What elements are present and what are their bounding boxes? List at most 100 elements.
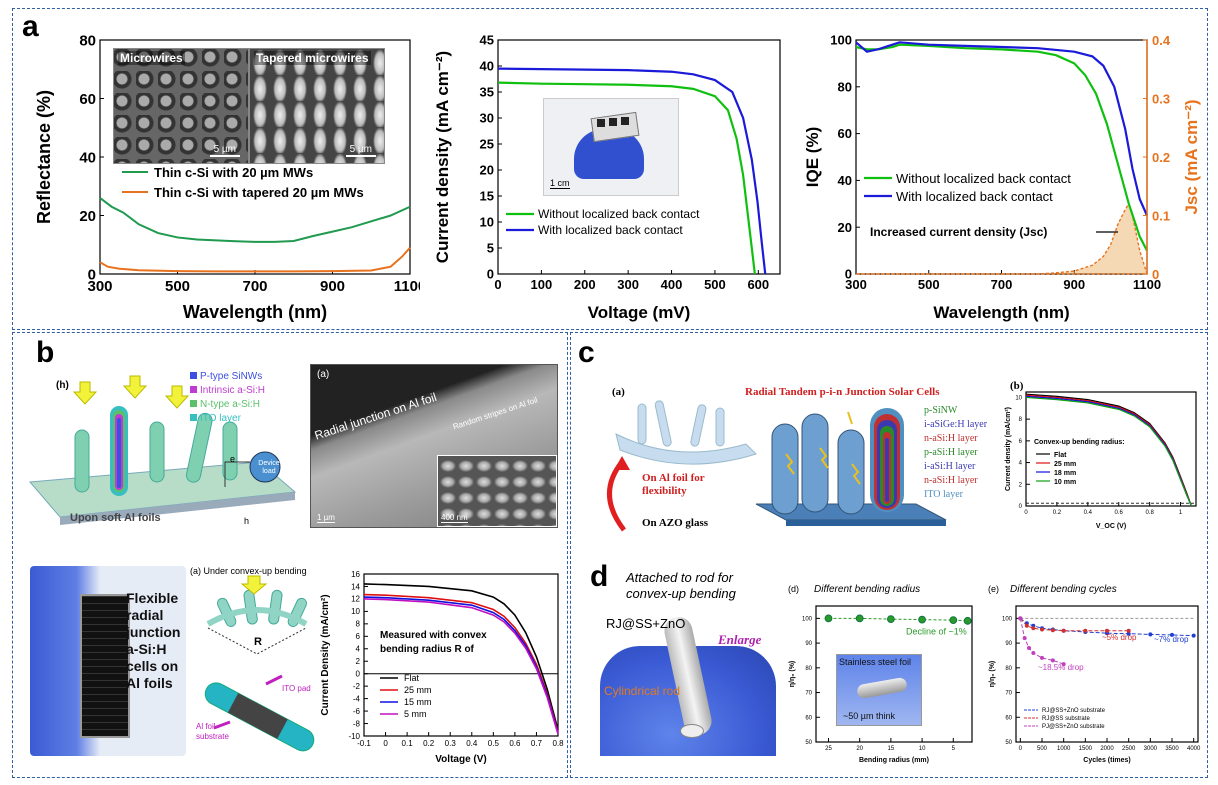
tandem-layer-item: i-aSi:H layer <box>924 461 976 472</box>
x-tick-label: 0.8 <box>1145 510 1154 516</box>
x-tick-label: -0.1 <box>357 739 371 748</box>
panel-b-frame <box>12 332 568 778</box>
x-tick-label: 0 <box>383 739 388 748</box>
data-point <box>963 616 972 625</box>
series-line-1 <box>497 67 767 275</box>
y-tick-label: 25 <box>480 137 494 152</box>
legend-label: 18 mm <box>1054 470 1076 477</box>
data-point <box>1061 662 1066 667</box>
x-axis-label: V_OC (V) <box>1096 523 1126 530</box>
x-tick-label: 700 <box>991 277 1013 292</box>
legend-label: RJ@SS substrate <box>1042 716 1090 722</box>
legend-label: PJ@SS+ZnO substrate <box>1042 724 1105 730</box>
flexible-cell-photo-b: Flexible radial junction a-Si:H cells on Al f… <box>30 566 186 756</box>
x-tick-label: 0.5 <box>488 739 500 748</box>
data-point <box>1050 658 1055 663</box>
data-point <box>1148 632 1153 637</box>
legend-b-item: N-type a-Si:H <box>190 398 265 412</box>
x-tick-label: 900 <box>320 278 345 295</box>
series-line-1 <box>363 593 559 732</box>
x-tick-label: 500 <box>704 277 726 292</box>
y-tick-label: 100 <box>802 616 813 622</box>
drop-annotation: ~5% drop <box>1102 633 1137 642</box>
y-tick-label: 60 <box>79 91 96 108</box>
x-tick-label: 700 <box>242 278 267 295</box>
x-axis-label: Bending radius (mm) <box>859 757 929 764</box>
y-tick-label: 40 <box>79 149 96 166</box>
y-tick-label: -10 <box>348 732 360 741</box>
y-tick-label: 10 <box>480 215 494 230</box>
bending-schematic-b <box>204 575 315 752</box>
legend-label: Thin c-Si with tapered 20 µm MWs <box>154 185 364 200</box>
rj-label: RJ@SS+ZnO <box>606 616 686 631</box>
chart-bending-radius: 25 20 15 10 5 50 60 70 80 90 100 Bending radius (mm… <box>788 584 973 764</box>
sem-inset-left-label: Microwires <box>118 51 185 65</box>
legend-label: 15 mm <box>404 697 432 707</box>
y-tick-label: 2 <box>356 657 361 666</box>
rod-photo <box>600 606 776 756</box>
data-point <box>1024 623 1029 628</box>
x-tick-label: 1100 <box>1133 277 1161 292</box>
y-tick-label: 0 <box>88 266 96 283</box>
y2-axis-label: Jsc (mA cm⁻²) <box>1182 99 1201 214</box>
y-tick-label: 60 <box>1005 715 1012 721</box>
flexible-cell-photo: 1 cm <box>543 98 679 196</box>
panel-c-label-a: (a) <box>612 386 625 398</box>
series-area-jsc <box>856 202 1148 275</box>
y-tick-label: 4 <box>356 645 361 654</box>
al-sub-line-1: substrate <box>196 732 229 741</box>
data-point <box>949 616 958 624</box>
tandem-layer-item: p-SiNW <box>924 405 958 416</box>
y-tick-label: 60 <box>838 126 852 141</box>
series-line-2 <box>363 596 559 734</box>
data-point <box>1061 628 1066 633</box>
tandem-layer-item: n-aSi:H layer <box>924 475 978 486</box>
annotation-line: Measured with convex <box>380 630 487 641</box>
sem-inset-right-label: Tapered microwires <box>254 51 371 65</box>
x-tick-label: 0.6 <box>1115 510 1124 516</box>
y-tick-label: 100 <box>1002 616 1013 622</box>
legend-label: 5 mm <box>404 709 427 719</box>
panel-label: (e) <box>988 584 999 594</box>
y-tick-label: 4 <box>1019 461 1023 467</box>
x-tick-label: 600 <box>747 277 769 292</box>
legend-label: Without localized back contact <box>538 207 700 221</box>
photo-text-line-4: cells on <box>126 658 179 674</box>
y-tick-label: 12 <box>351 595 360 604</box>
y-axis-label: Current density (mA/cm²) <box>1005 407 1012 491</box>
photo-text-line-3: a-Si:H <box>126 641 167 657</box>
y-tick-label: 90 <box>805 641 812 647</box>
series-line-1 <box>1019 618 1129 632</box>
chart-jv-a: 0 100 200 300 400 500 600 0 5 10 15 20 25 30 35 40 45 Vol… <box>433 33 781 322</box>
inset-text-2: ~50 µm think <box>843 711 895 721</box>
sem-inset-microwires: Microwires 5 µm <box>113 48 249 164</box>
y-tick-label: 80 <box>805 666 812 672</box>
x-axis-label: Cycles (times) <box>1083 757 1130 764</box>
x-tick-label: 0.3 <box>445 739 457 748</box>
x-tick-label: 0.8 <box>552 739 564 748</box>
sem-b-scale2: 400 nm <box>441 513 468 523</box>
device-load-label: Device load <box>258 460 280 475</box>
tandem-layers-legend: p-SiNW i-aSiGe:H layer n-aSi:H layer p-aSi:… <box>924 404 987 502</box>
x-tick-label: 300 <box>845 277 867 292</box>
panel-a-frame <box>12 8 1208 330</box>
data-point <box>1040 655 1044 660</box>
ito-pad-label: ITO pad <box>282 684 311 693</box>
legend-label: RJ@SS+ZnO substrate <box>1042 708 1106 714</box>
data-point <box>855 614 864 623</box>
drop-annotation: ~18.5% drop <box>1038 663 1084 672</box>
x-tick-label: 300 <box>617 277 639 292</box>
y-tick-label: 10 <box>351 607 360 616</box>
y-tick-label: 70 <box>1005 691 1012 697</box>
x-tick-label: 0.2 <box>423 739 435 748</box>
x-tick-label: 0.1 <box>402 739 414 748</box>
photo-text-line-1: radial <box>126 607 164 623</box>
schematic-nanowires-b <box>28 375 297 525</box>
y-tick-label: 8 <box>1019 417 1023 423</box>
on-al-line-0: On Al foil for <box>642 472 705 484</box>
x-axis-label: Wavelength (nm) <box>933 303 1069 322</box>
x-tick-label: 3500 <box>1165 746 1179 752</box>
data-point <box>1018 616 1023 621</box>
x-tick-label: 25 <box>825 746 832 752</box>
